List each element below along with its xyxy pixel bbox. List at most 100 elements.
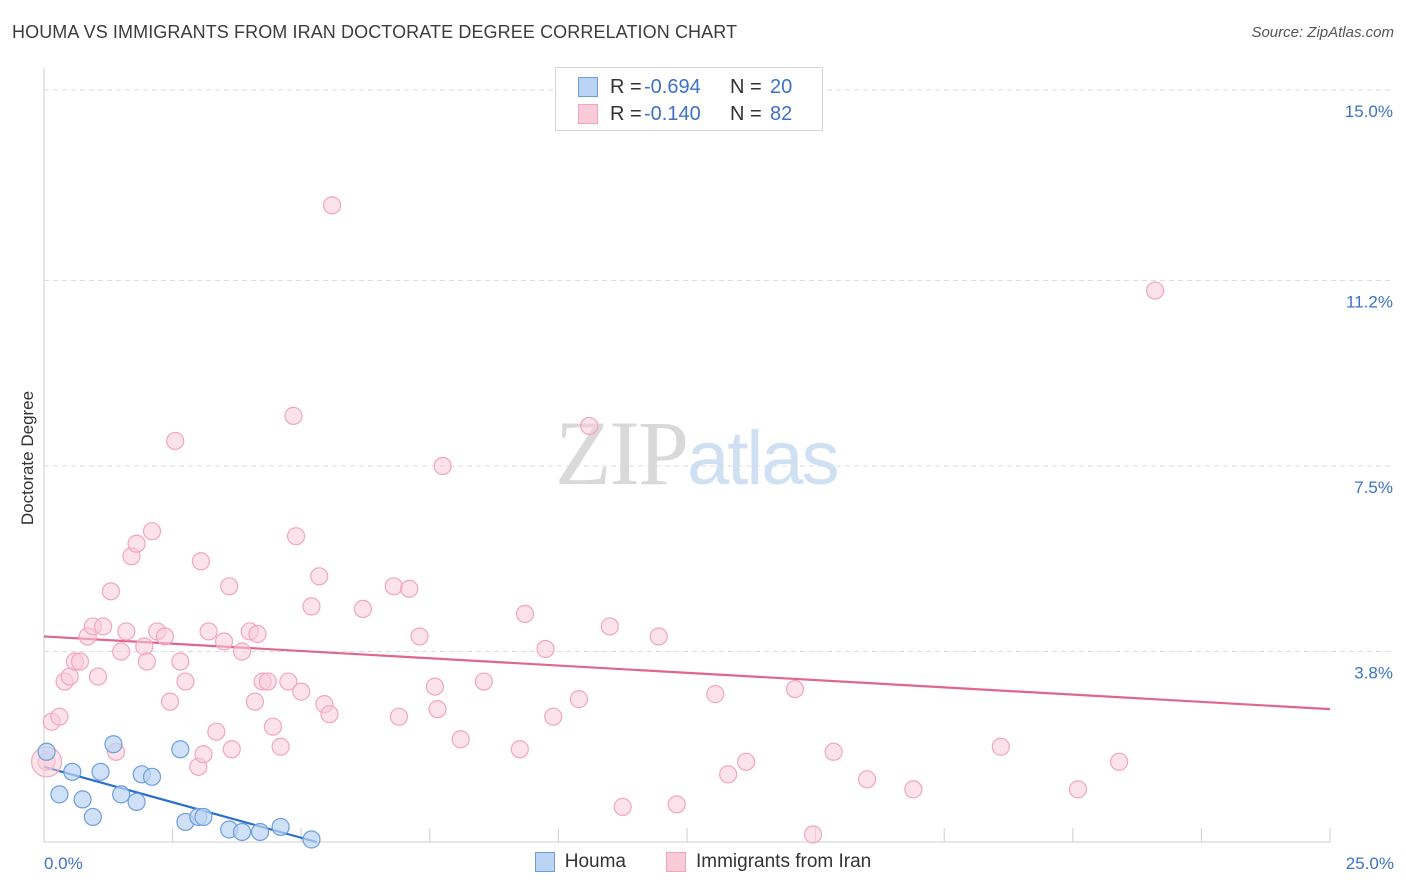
iran-point xyxy=(207,722,226,741)
houma-point xyxy=(91,762,110,781)
watermark-atlas: atlas xyxy=(687,416,840,501)
iran-point xyxy=(70,652,90,671)
iran-point xyxy=(474,672,493,691)
r-value: -0.694 xyxy=(644,75,701,98)
source-credit: Source: ZipAtlas.com xyxy=(1251,24,1394,41)
iran-point xyxy=(112,642,131,661)
iran-point xyxy=(245,692,265,711)
watermark-zip: ZIP xyxy=(555,402,689,504)
houma-point xyxy=(171,740,190,759)
legend-row-houma: R = -0.694 N = 20 xyxy=(578,76,792,98)
iran-point xyxy=(824,742,843,761)
iran-point xyxy=(1068,780,1088,799)
n-label: N = xyxy=(730,75,762,98)
legend-label-houma: Houma xyxy=(564,851,626,872)
iran-point xyxy=(199,622,218,641)
trend-lines xyxy=(43,635,1331,844)
iran-trend-line xyxy=(43,635,1331,711)
iran-point xyxy=(279,672,298,691)
iran-point xyxy=(433,456,452,476)
r-label: R = xyxy=(610,102,642,125)
houma-point xyxy=(232,822,252,842)
iran-point xyxy=(101,582,120,601)
iran-point xyxy=(50,707,69,726)
iran-point xyxy=(649,627,668,646)
series-legend: Houma Immigrants from Iran xyxy=(0,851,1406,873)
iran-swatch xyxy=(665,852,686,872)
iran-point xyxy=(214,632,234,651)
iran-point xyxy=(428,700,447,719)
iran-point xyxy=(302,597,321,616)
y-tick-label: 3.8% xyxy=(1354,664,1393,683)
iran-point xyxy=(310,567,329,586)
iran-point xyxy=(292,682,311,701)
legend-row-iran: R = -0.140 N = 82 xyxy=(578,103,792,125)
iran-point xyxy=(191,552,210,571)
iran-point xyxy=(232,642,252,661)
iran-point xyxy=(600,617,619,636)
data-points xyxy=(30,196,1165,849)
iran-point xyxy=(248,624,267,644)
iran-point xyxy=(1146,281,1165,300)
iran-point xyxy=(135,637,154,656)
iran-point xyxy=(117,622,136,641)
iran-point xyxy=(155,627,174,646)
legend-label-iran: Immigrants from Iran xyxy=(695,851,872,872)
houma-point xyxy=(50,785,69,804)
watermark: ZIPatlas xyxy=(555,400,840,506)
iran-point xyxy=(389,707,409,726)
correlation-legend: R = -0.694 N = 20 R = -0.140 N = 82 xyxy=(555,67,823,131)
iran-point xyxy=(171,652,190,671)
iran-point xyxy=(94,617,113,636)
legend-item-houma[interactable]: Houma xyxy=(534,851,626,873)
iran-point xyxy=(410,627,429,646)
houma-point xyxy=(37,742,56,761)
iran-point xyxy=(194,745,213,764)
iran-point xyxy=(258,672,277,691)
iran-point xyxy=(991,737,1010,756)
iran-point xyxy=(400,579,419,598)
houma-point xyxy=(142,767,162,786)
iran-point xyxy=(857,770,877,789)
x-tick-label-min: 0.0% xyxy=(44,854,83,873)
legend-item-iran[interactable]: Immigrants from Iran xyxy=(665,851,872,873)
iran-point xyxy=(137,652,156,671)
iran-point xyxy=(222,740,241,759)
houma-point xyxy=(302,830,321,849)
houma-point xyxy=(271,817,290,837)
iran-point xyxy=(613,797,632,817)
iran-point xyxy=(536,639,555,659)
iran-point xyxy=(425,677,445,696)
houma-trend-line xyxy=(43,765,317,844)
chart-title: HOUMA VS IMMIGRANTS FROM IRAN DOCTORATE … xyxy=(12,22,738,42)
houma-point xyxy=(127,792,146,811)
iran-point xyxy=(127,534,146,553)
iran-point xyxy=(60,667,79,686)
houma-point xyxy=(104,735,123,754)
iran-point xyxy=(353,599,373,618)
houma-swatch xyxy=(578,77,598,97)
r-label: R = xyxy=(610,75,642,98)
tick-labels: 3.8% 7.5% 11.2% 15.0% 0.0% 25.0% xyxy=(44,102,1394,873)
iran-point xyxy=(544,707,563,726)
iran-point xyxy=(803,825,823,844)
iran-point xyxy=(320,705,339,724)
iran-point xyxy=(706,685,725,704)
houma-point xyxy=(73,790,92,809)
iran-point xyxy=(271,737,290,756)
iran-point xyxy=(166,431,185,451)
iran-point xyxy=(284,406,303,425)
axes xyxy=(43,68,1331,843)
iran-point xyxy=(142,522,162,541)
n-value: 20 xyxy=(770,75,793,98)
n-value: 82 xyxy=(770,102,793,125)
iran-point xyxy=(88,667,108,686)
iran-point xyxy=(451,730,470,749)
iran-point xyxy=(322,196,342,215)
houma-point xyxy=(112,785,131,804)
iran-point xyxy=(510,740,529,759)
gridlines xyxy=(44,89,1394,653)
iran-swatch xyxy=(578,104,598,124)
houma-swatch xyxy=(534,852,555,872)
